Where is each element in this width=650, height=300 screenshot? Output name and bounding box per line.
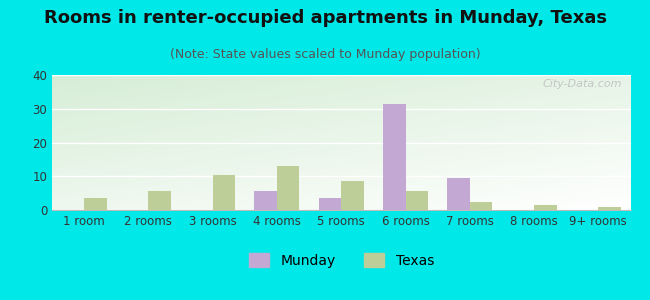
- Bar: [383, 104, 406, 210]
- Bar: [406, 191, 428, 210]
- Bar: [84, 198, 107, 210]
- Bar: [148, 191, 171, 210]
- Text: Rooms in renter-occupied apartments in Munday, Texas: Rooms in renter-occupied apartments in M…: [44, 9, 606, 27]
- Bar: [255, 191, 277, 210]
- Legend: Munday, Texas: Munday, Texas: [248, 253, 434, 268]
- Text: City-Data.com: City-Data.com: [542, 79, 622, 89]
- Bar: [470, 202, 492, 210]
- Bar: [318, 198, 341, 210]
- Bar: [447, 178, 470, 210]
- Bar: [341, 181, 364, 210]
- Bar: [534, 205, 556, 210]
- Bar: [277, 166, 300, 210]
- Bar: [599, 207, 621, 210]
- Text: (Note: State values scaled to Munday population): (Note: State values scaled to Munday pop…: [170, 48, 480, 61]
- Bar: [213, 175, 235, 210]
